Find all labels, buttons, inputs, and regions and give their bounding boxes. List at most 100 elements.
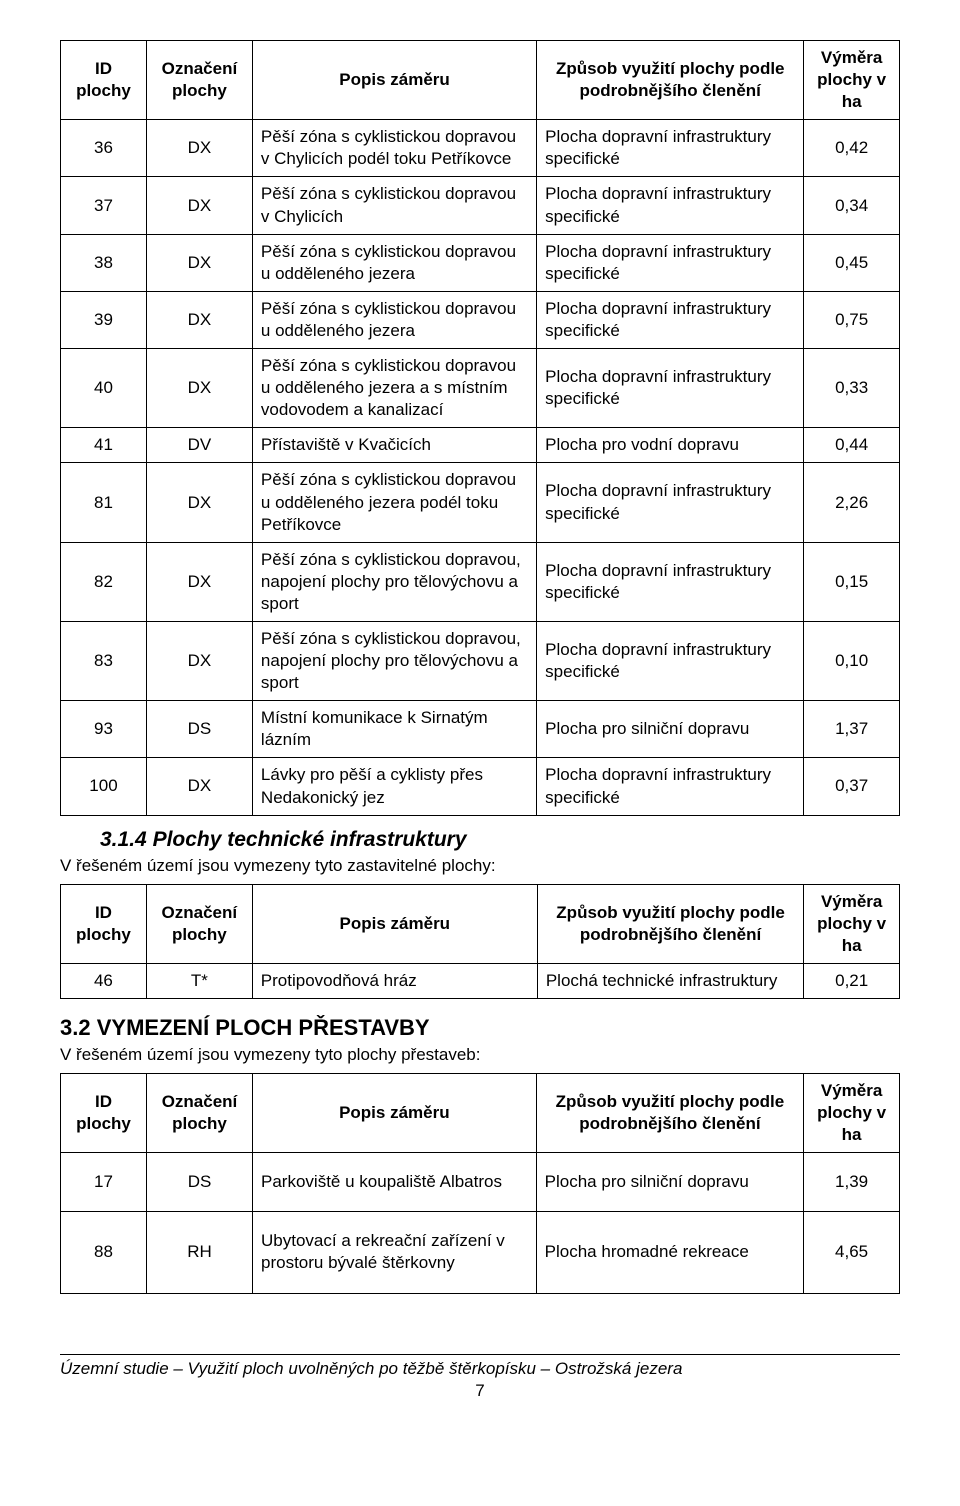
table-cell: 46 (61, 963, 147, 998)
table-cell: 4,65 (804, 1212, 900, 1293)
table-cell: Plocha dopravní infrastruktury specifick… (537, 621, 804, 700)
table-cell: Plocha dopravní infrastruktury specifick… (537, 177, 804, 234)
table-header-row: ID plochy Označení plochy Popis záměru Z… (61, 41, 900, 120)
table-cell: DX (146, 349, 252, 428)
heading-title: Plochy technické infrastruktury (153, 828, 467, 851)
lead-32: V řešeném území jsou vymezeny tyto ploch… (60, 1045, 900, 1065)
table-cell: 41 (61, 428, 147, 463)
th-popis: Popis záměru (253, 1074, 537, 1153)
table-cell: 0,10 (804, 621, 900, 700)
table-cell: Plocha dopravní infrastruktury specifick… (537, 291, 804, 348)
table-cell: Plocha pro silniční dopravu (537, 701, 804, 758)
table-cell: 0,42 (804, 120, 900, 177)
table-cell: RH (146, 1212, 252, 1293)
table-cell: 1,39 (804, 1153, 900, 1212)
table-cell: DS (146, 701, 252, 758)
table-cell: 100 (61, 758, 147, 815)
table-cell: Plocha dopravní infrastruktury specifick… (537, 120, 804, 177)
table-cell: 37 (61, 177, 147, 234)
table-row: 40DXPěší zóna s cyklistickou dopravou u … (61, 349, 900, 428)
th-zpusob: Způsob využití plochy podle podrobnějšíh… (537, 884, 804, 963)
table-cell: Protipovodňová hráz (252, 963, 537, 998)
footer-title: Územní studie – Využití ploch uvolněných… (60, 1359, 900, 1379)
table-cell: T* (146, 963, 252, 998)
th-id: ID plochy (61, 41, 147, 120)
table-row: 81DXPěší zóna s cyklistickou dopravou u … (61, 463, 900, 542)
table-cell: DX (146, 291, 252, 348)
table-cell: 1,37 (804, 701, 900, 758)
table-row: 100DXLávky pro pěší a cyklisty přes Neda… (61, 758, 900, 815)
table-cell: 0,44 (804, 428, 900, 463)
table-cell: DS (146, 1153, 252, 1212)
lead-314: V řešeném území jsou vymezeny tyto zasta… (60, 856, 900, 876)
table-row: 88RHUbytovací a rekreační zařízení v pro… (61, 1212, 900, 1293)
table-cell: Ubytovací a rekreační zařízení v prostor… (253, 1212, 537, 1293)
table-cell: 36 (61, 120, 147, 177)
th-popis: Popis záměru (252, 884, 537, 963)
table-cell: 39 (61, 291, 147, 348)
th-popis: Popis záměru (252, 41, 536, 120)
th-zpusob: Způsob využití plochy podle podrobnějšíh… (536, 1074, 804, 1153)
table-cell: DX (146, 177, 252, 234)
table-row: 46T*Protipovodňová hrázPlochá technické … (61, 963, 900, 998)
table-cell: 93 (61, 701, 147, 758)
table-cell: Pěší zóna s cyklistickou dopravou, napoj… (252, 542, 536, 621)
footer-page-number: 7 (60, 1381, 900, 1401)
table-row: 37DXPěší zóna s cyklistickou dopravou v … (61, 177, 900, 234)
table-cell: DV (146, 428, 252, 463)
table-row: 93DSMístní komunikace k Sirnatým láznímP… (61, 701, 900, 758)
table-cell: Pěší zóna s cyklistickou dopravou v Chyl… (252, 120, 536, 177)
table-cell: DX (146, 463, 252, 542)
table-cell: Místní komunikace k Sirnatým lázním (252, 701, 536, 758)
th-zpusob: Způsob využití plochy podle podrobnějšíh… (537, 41, 804, 120)
table-row: 38DXPěší zóna s cyklistickou dopravou u … (61, 234, 900, 291)
heading-314: 3.1.4 Plochy technické infrastruktury (100, 828, 900, 852)
table-technicka-infra: ID plochy Označení plochy Popis záměru Z… (60, 884, 900, 999)
table-row: 39DXPěší zóna s cyklistickou dopravou u … (61, 291, 900, 348)
table-cell: Pěší zóna s cyklistickou dopravou u oddě… (252, 291, 536, 348)
table-cell: Plocha pro silniční dopravu (536, 1153, 804, 1212)
table-cell: Plochá technické infrastruktury (537, 963, 804, 998)
table-cell: DX (146, 758, 252, 815)
th-id: ID plochy (61, 1074, 147, 1153)
th-vymera: Výměra plochy v ha (804, 1074, 900, 1153)
table-cell: 0,21 (804, 963, 900, 998)
table-cell: 81 (61, 463, 147, 542)
table-cell: Parkoviště u koupaliště Albatros (253, 1153, 537, 1212)
heading-title: VYMEZENÍ PLOCH PŘESTAVBY (97, 1015, 430, 1040)
table-prestavby: ID plochy Označení plochy Popis záměru Z… (60, 1073, 900, 1294)
table-cell: 0,15 (804, 542, 900, 621)
table-cell: 38 (61, 234, 147, 291)
th-id: ID plochy (61, 884, 147, 963)
table-cell: Plocha hromadné rekreace (536, 1212, 804, 1293)
table-cell: Plocha dopravní infrastruktury specifick… (537, 542, 804, 621)
footer-divider (60, 1354, 900, 1355)
table-cell: Pěší zóna s cyklistickou dopravou u oddě… (252, 463, 536, 542)
table-header-row: ID plochy Označení plochy Popis záměru Z… (61, 1074, 900, 1153)
table-cell: 0,45 (804, 234, 900, 291)
table-cell: 83 (61, 621, 147, 700)
table-cell: Plocha pro vodní dopravu (537, 428, 804, 463)
table-cell: DX (146, 621, 252, 700)
table-cell: 0,34 (804, 177, 900, 234)
table-cell: DX (146, 234, 252, 291)
table-cell: 0,75 (804, 291, 900, 348)
table-cell: 2,26 (804, 463, 900, 542)
table-cell: 0,33 (804, 349, 900, 428)
table-row: 83DXPěší zóna s cyklistickou dopravou, n… (61, 621, 900, 700)
table-cell: Přístaviště v Kvačicích (252, 428, 536, 463)
th-oznaceni: Označení plochy (146, 41, 252, 120)
table-cell: 82 (61, 542, 147, 621)
table-cell: Pěší zóna s cyklistickou dopravou v Chyl… (252, 177, 536, 234)
heading-number: 3.2 (60, 1015, 91, 1040)
table-cell: Plocha dopravní infrastruktury specifick… (537, 758, 804, 815)
table-row: 36DXPěší zóna s cyklistickou dopravou v … (61, 120, 900, 177)
heading-number: 3.1.4 (100, 828, 147, 851)
th-vymera: Výměra plochy v ha (804, 884, 900, 963)
table-cell: DX (146, 542, 252, 621)
table-row: 82DXPěší zóna s cyklistickou dopravou, n… (61, 542, 900, 621)
th-oznaceni: Označení plochy (146, 1074, 252, 1153)
table-cell: 17 (61, 1153, 147, 1212)
table-cell: Pěší zóna s cyklistickou dopravou u oddě… (252, 349, 536, 428)
heading-32: 3.2 VYMEZENÍ PLOCH PŘESTAVBY (60, 1015, 900, 1041)
